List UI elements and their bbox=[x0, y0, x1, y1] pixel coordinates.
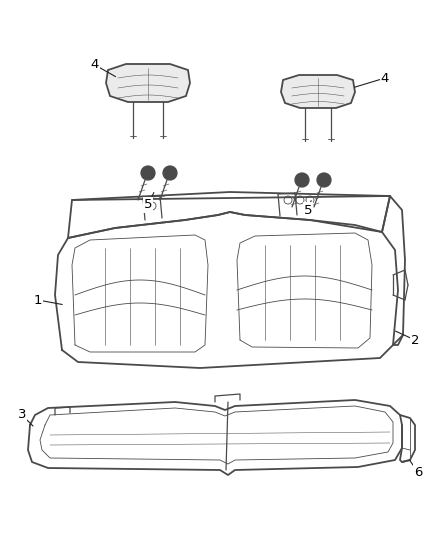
Text: 4: 4 bbox=[381, 71, 389, 85]
Text: 6: 6 bbox=[414, 465, 422, 479]
Circle shape bbox=[317, 173, 331, 187]
Text: 1: 1 bbox=[34, 294, 42, 306]
Text: 3: 3 bbox=[18, 408, 26, 422]
Polygon shape bbox=[106, 64, 190, 102]
Text: 2: 2 bbox=[411, 334, 419, 346]
Circle shape bbox=[141, 166, 155, 180]
Circle shape bbox=[163, 166, 177, 180]
Text: 5: 5 bbox=[304, 204, 312, 216]
Polygon shape bbox=[281, 75, 355, 108]
Text: 4: 4 bbox=[91, 59, 99, 71]
Text: 5: 5 bbox=[144, 198, 152, 212]
Circle shape bbox=[295, 173, 309, 187]
